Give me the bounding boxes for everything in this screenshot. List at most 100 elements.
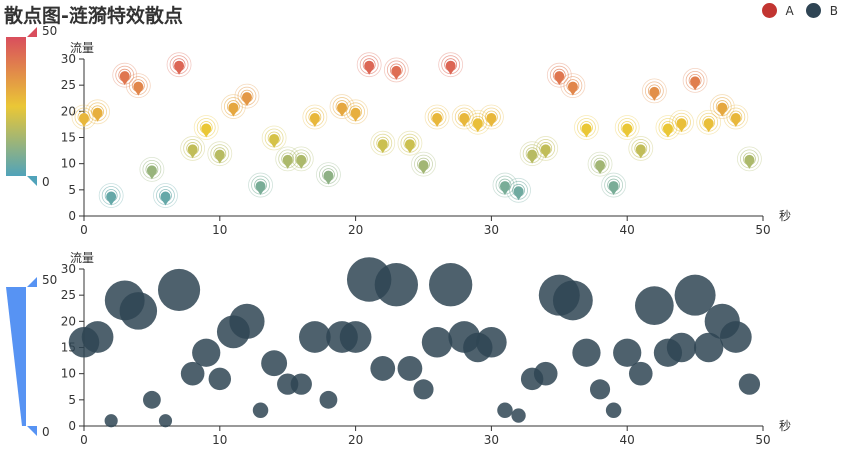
pin-marker [241, 92, 252, 107]
visual-map-bottom-max-handle[interactable] [27, 277, 37, 287]
visual-map-bottom-min-label: 0 [42, 425, 50, 439]
ripple-point [112, 62, 138, 88]
bottom-y-tick-label: 30 [61, 262, 76, 276]
bubble-point [397, 356, 423, 381]
ripple-point [723, 104, 749, 130]
legend-label-b: B [829, 3, 838, 18]
top-x-tick-label: 20 [348, 223, 363, 237]
ripple-point [546, 62, 572, 88]
pin-marker [146, 165, 157, 180]
ripple-point [533, 136, 559, 161]
top-y-tick-label: 0 [68, 209, 76, 223]
ripple-ring [193, 115, 219, 140]
ripple-point [506, 177, 531, 203]
ripple-point [478, 104, 504, 130]
visual-map-top-min-handle[interactable] [27, 176, 37, 186]
legend: A B [750, 3, 838, 18]
pin-marker [486, 113, 497, 128]
ripple-ring [220, 94, 246, 119]
pin-marker [364, 60, 375, 75]
pin-marker [391, 65, 402, 80]
ripple-point [316, 162, 341, 188]
ripple-ring [709, 94, 735, 119]
bubble-point [476, 326, 507, 358]
visual-map-bottom-max-label: 50 [42, 273, 57, 287]
pin-marker [133, 81, 144, 96]
ripple-ring [343, 99, 369, 125]
ripple-point [641, 78, 667, 104]
pin-marker [323, 170, 334, 185]
pin-marker [79, 113, 90, 128]
visual-map-bottom-min-handle[interactable] [27, 426, 37, 436]
visual-map-top-max-label: 50 [42, 24, 57, 38]
ripple-point [220, 94, 246, 119]
bubble-point [370, 356, 396, 381]
ripple-point [397, 130, 423, 156]
ripple-ring [248, 172, 273, 198]
ripple-ring [166, 52, 192, 78]
bottom-y-tick-label: 20 [61, 314, 76, 328]
bubble-point [119, 292, 158, 330]
pin-marker [214, 149, 225, 164]
ripple-point [356, 52, 382, 78]
ripple-ring [587, 151, 613, 177]
pin-marker [703, 118, 714, 133]
legend-label-a: A [785, 3, 794, 18]
pin-marker [690, 76, 701, 91]
bottom-y-axis-title: 流量 [70, 251, 94, 265]
ripple-ring [533, 136, 559, 161]
pin-marker [337, 102, 348, 117]
visual-map-top-max-handle[interactable] [27, 27, 37, 37]
legend-item-a[interactable]: A [761, 3, 794, 18]
bottom-x-axis-title: 秒 [779, 419, 791, 433]
ripple-ring [411, 151, 436, 177]
bubble-point [229, 303, 265, 339]
pin-marker [635, 144, 646, 159]
bubble-point [666, 332, 697, 363]
pin-marker [717, 102, 728, 117]
pin-marker [404, 139, 415, 154]
bubble-point [635, 286, 674, 325]
ripple-point [451, 104, 477, 130]
pin-marker [459, 113, 470, 128]
ripple-ring [438, 52, 464, 78]
pin-marker [567, 81, 578, 96]
top-y-axis-title: 流量 [70, 41, 94, 55]
ripple-point [465, 109, 491, 135]
top-y-tick-label: 15 [61, 131, 76, 145]
ripple-ring [329, 94, 355, 119]
top-y-tick-label: 25 [61, 78, 76, 92]
pin-marker [744, 154, 755, 169]
bubble-point [158, 414, 173, 428]
top-x-axis-title: 秒 [779, 209, 791, 223]
pin-marker [554, 71, 565, 86]
top-x-tick-label: 50 [755, 223, 770, 237]
pin-marker [513, 186, 524, 201]
pin-marker [622, 123, 633, 138]
ripple-point [85, 99, 110, 125]
ripple-point [383, 57, 409, 83]
ripple-ring [85, 99, 110, 125]
ripple-point [411, 151, 436, 177]
pin-marker [201, 123, 212, 138]
bottom-x-tick-label: 30 [484, 433, 499, 447]
ripple-ring [546, 62, 572, 88]
legend-item-b[interactable]: B [805, 3, 838, 18]
visual-map-top[interactable]: 50 0 [6, 24, 57, 189]
bubble-point [693, 332, 724, 363]
ripple-ring [424, 104, 450, 130]
ripple-point [288, 146, 314, 172]
pin-marker [445, 60, 456, 75]
ripple-ring [261, 125, 287, 151]
pin-marker [282, 154, 293, 169]
visual-map-bottom[interactable]: 50 0 [6, 273, 57, 439]
ripple-point [669, 109, 694, 135]
pin-marker [296, 154, 307, 169]
visual-map-top-min-label: 0 [42, 175, 50, 189]
ripple-ring [316, 162, 341, 188]
ripple-point [696, 109, 722, 135]
top-x-tick-label: 40 [620, 223, 635, 237]
pin-marker [106, 191, 117, 206]
